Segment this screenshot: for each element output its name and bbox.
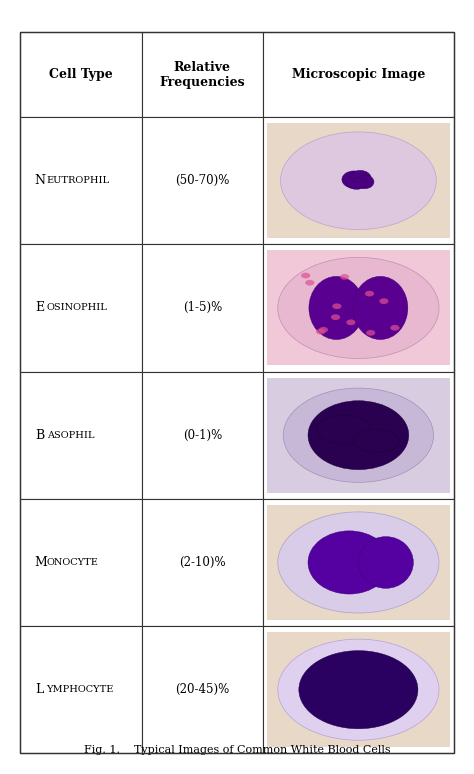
Ellipse shape bbox=[391, 325, 400, 330]
Bar bbox=[142, 372, 263, 498]
Text: M: M bbox=[35, 556, 48, 569]
Bar bbox=[263, 372, 454, 498]
Ellipse shape bbox=[308, 401, 409, 470]
Bar bbox=[263, 33, 454, 117]
Bar bbox=[267, 123, 450, 238]
Text: (0-1)%: (0-1)% bbox=[182, 429, 222, 442]
Bar bbox=[20, 372, 142, 498]
Text: E: E bbox=[35, 301, 44, 314]
Bar bbox=[142, 245, 263, 372]
Text: OSINOPHIL: OSINOPHIL bbox=[46, 303, 108, 313]
Text: Fig. 1.    Typical Images of Common White Blood Cells: Fig. 1. Typical Images of Common White B… bbox=[84, 745, 390, 755]
Ellipse shape bbox=[305, 280, 314, 286]
Text: (1-5)%: (1-5)% bbox=[182, 301, 222, 314]
Ellipse shape bbox=[366, 330, 375, 336]
Text: Microscopic Image: Microscopic Image bbox=[292, 68, 425, 81]
Text: Relative
Frequencies: Relative Frequencies bbox=[160, 60, 245, 89]
Ellipse shape bbox=[308, 531, 391, 594]
Text: (50-70)%: (50-70)% bbox=[175, 174, 229, 187]
Bar bbox=[142, 626, 263, 753]
Bar bbox=[142, 117, 263, 245]
Bar bbox=[267, 251, 450, 365]
Ellipse shape bbox=[342, 171, 366, 188]
Text: N: N bbox=[35, 174, 46, 187]
Text: ONOCYTE: ONOCYTE bbox=[46, 558, 99, 567]
Bar bbox=[267, 632, 450, 747]
Bar bbox=[267, 505, 450, 620]
Ellipse shape bbox=[358, 536, 413, 588]
Ellipse shape bbox=[340, 274, 349, 279]
Ellipse shape bbox=[316, 329, 325, 334]
Ellipse shape bbox=[278, 258, 439, 358]
Ellipse shape bbox=[346, 178, 366, 190]
Ellipse shape bbox=[349, 170, 371, 187]
Bar bbox=[20, 117, 142, 245]
Bar bbox=[267, 378, 450, 493]
Bar bbox=[263, 117, 454, 245]
Ellipse shape bbox=[278, 639, 439, 740]
Ellipse shape bbox=[331, 314, 340, 320]
Bar bbox=[20, 498, 142, 626]
Text: EUTROPHIL: EUTROPHIL bbox=[46, 176, 109, 185]
Text: (20-45)%: (20-45)% bbox=[175, 683, 229, 696]
Bar bbox=[263, 498, 454, 626]
Text: L: L bbox=[35, 683, 43, 696]
Text: Cell Type: Cell Type bbox=[49, 68, 113, 81]
Ellipse shape bbox=[283, 388, 434, 482]
Ellipse shape bbox=[365, 291, 374, 296]
Ellipse shape bbox=[356, 175, 374, 189]
Ellipse shape bbox=[309, 276, 364, 340]
Ellipse shape bbox=[379, 298, 389, 304]
Ellipse shape bbox=[301, 272, 310, 279]
Ellipse shape bbox=[299, 651, 418, 729]
Text: (2-10)%: (2-10)% bbox=[179, 556, 226, 569]
Text: ASOPHIL: ASOPHIL bbox=[46, 430, 94, 440]
Bar bbox=[142, 33, 263, 117]
Bar bbox=[263, 626, 454, 753]
Bar bbox=[20, 33, 142, 117]
Bar bbox=[142, 498, 263, 626]
Ellipse shape bbox=[353, 276, 408, 340]
Text: YMPHOCYTE: YMPHOCYTE bbox=[46, 685, 114, 694]
Ellipse shape bbox=[354, 430, 400, 453]
Ellipse shape bbox=[281, 132, 436, 230]
Text: B: B bbox=[35, 429, 44, 442]
Bar bbox=[267, 378, 450, 493]
Bar bbox=[20, 626, 142, 753]
Ellipse shape bbox=[346, 320, 356, 325]
Bar bbox=[20, 245, 142, 372]
Ellipse shape bbox=[319, 327, 328, 333]
Ellipse shape bbox=[278, 512, 439, 613]
Bar bbox=[267, 251, 450, 365]
Bar bbox=[263, 245, 454, 372]
Ellipse shape bbox=[316, 415, 371, 444]
Ellipse shape bbox=[332, 303, 341, 309]
